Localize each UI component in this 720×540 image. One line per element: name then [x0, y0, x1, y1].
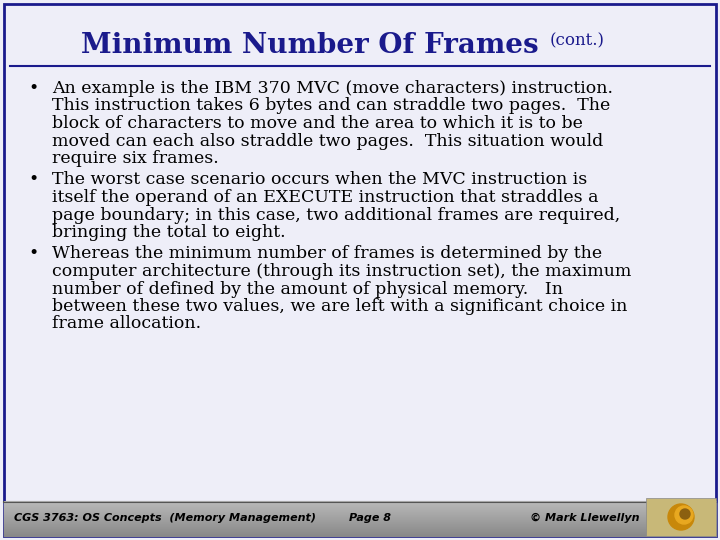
Text: moved can each also straddle two pages.  This situation would: moved can each also straddle two pages. … — [52, 132, 603, 150]
Text: Whereas the minimum number of frames is determined by the: Whereas the minimum number of frames is … — [52, 246, 602, 262]
Text: The worst case scenario occurs when the MVC instruction is: The worst case scenario occurs when the … — [52, 172, 588, 188]
Text: bringing the total to eight.: bringing the total to eight. — [52, 224, 286, 241]
Circle shape — [675, 506, 693, 524]
Text: Minimum Number Of Frames: Minimum Number Of Frames — [81, 32, 539, 59]
Text: •: • — [28, 80, 38, 97]
Text: block of characters to move and the area to which it is to be: block of characters to move and the area… — [52, 115, 583, 132]
Text: CGS 3763: OS Concepts  (Memory Management): CGS 3763: OS Concepts (Memory Management… — [14, 513, 316, 523]
Text: © Mark Llewellyn: © Mark Llewellyn — [530, 513, 639, 523]
Text: An example is the IBM 370 MVC (move characters) instruction.: An example is the IBM 370 MVC (move char… — [52, 80, 613, 97]
Text: between these two values, we are left with a significant choice in: between these two values, we are left wi… — [52, 298, 627, 315]
Text: Page 8: Page 8 — [349, 513, 391, 523]
Text: require six frames.: require six frames. — [52, 150, 219, 167]
Text: computer architecture (through its instruction set), the maximum: computer architecture (through its instr… — [52, 263, 631, 280]
Bar — [646, 498, 716, 536]
Text: itself the operand of an EXECUTE instruction that straddles a: itself the operand of an EXECUTE instruc… — [52, 189, 598, 206]
Circle shape — [680, 509, 690, 519]
Text: number of defined by the amount of physical memory.   In: number of defined by the amount of physi… — [52, 280, 563, 298]
Text: (cont.): (cont.) — [550, 32, 605, 49]
Text: frame allocation.: frame allocation. — [52, 315, 201, 333]
Circle shape — [668, 504, 694, 530]
Text: This instruction takes 6 bytes and can straddle two pages.  The: This instruction takes 6 bytes and can s… — [52, 98, 611, 114]
Text: •: • — [28, 172, 38, 188]
Text: •: • — [28, 246, 38, 262]
Text: page boundary; in this case, two additional frames are required,: page boundary; in this case, two additio… — [52, 206, 620, 224]
